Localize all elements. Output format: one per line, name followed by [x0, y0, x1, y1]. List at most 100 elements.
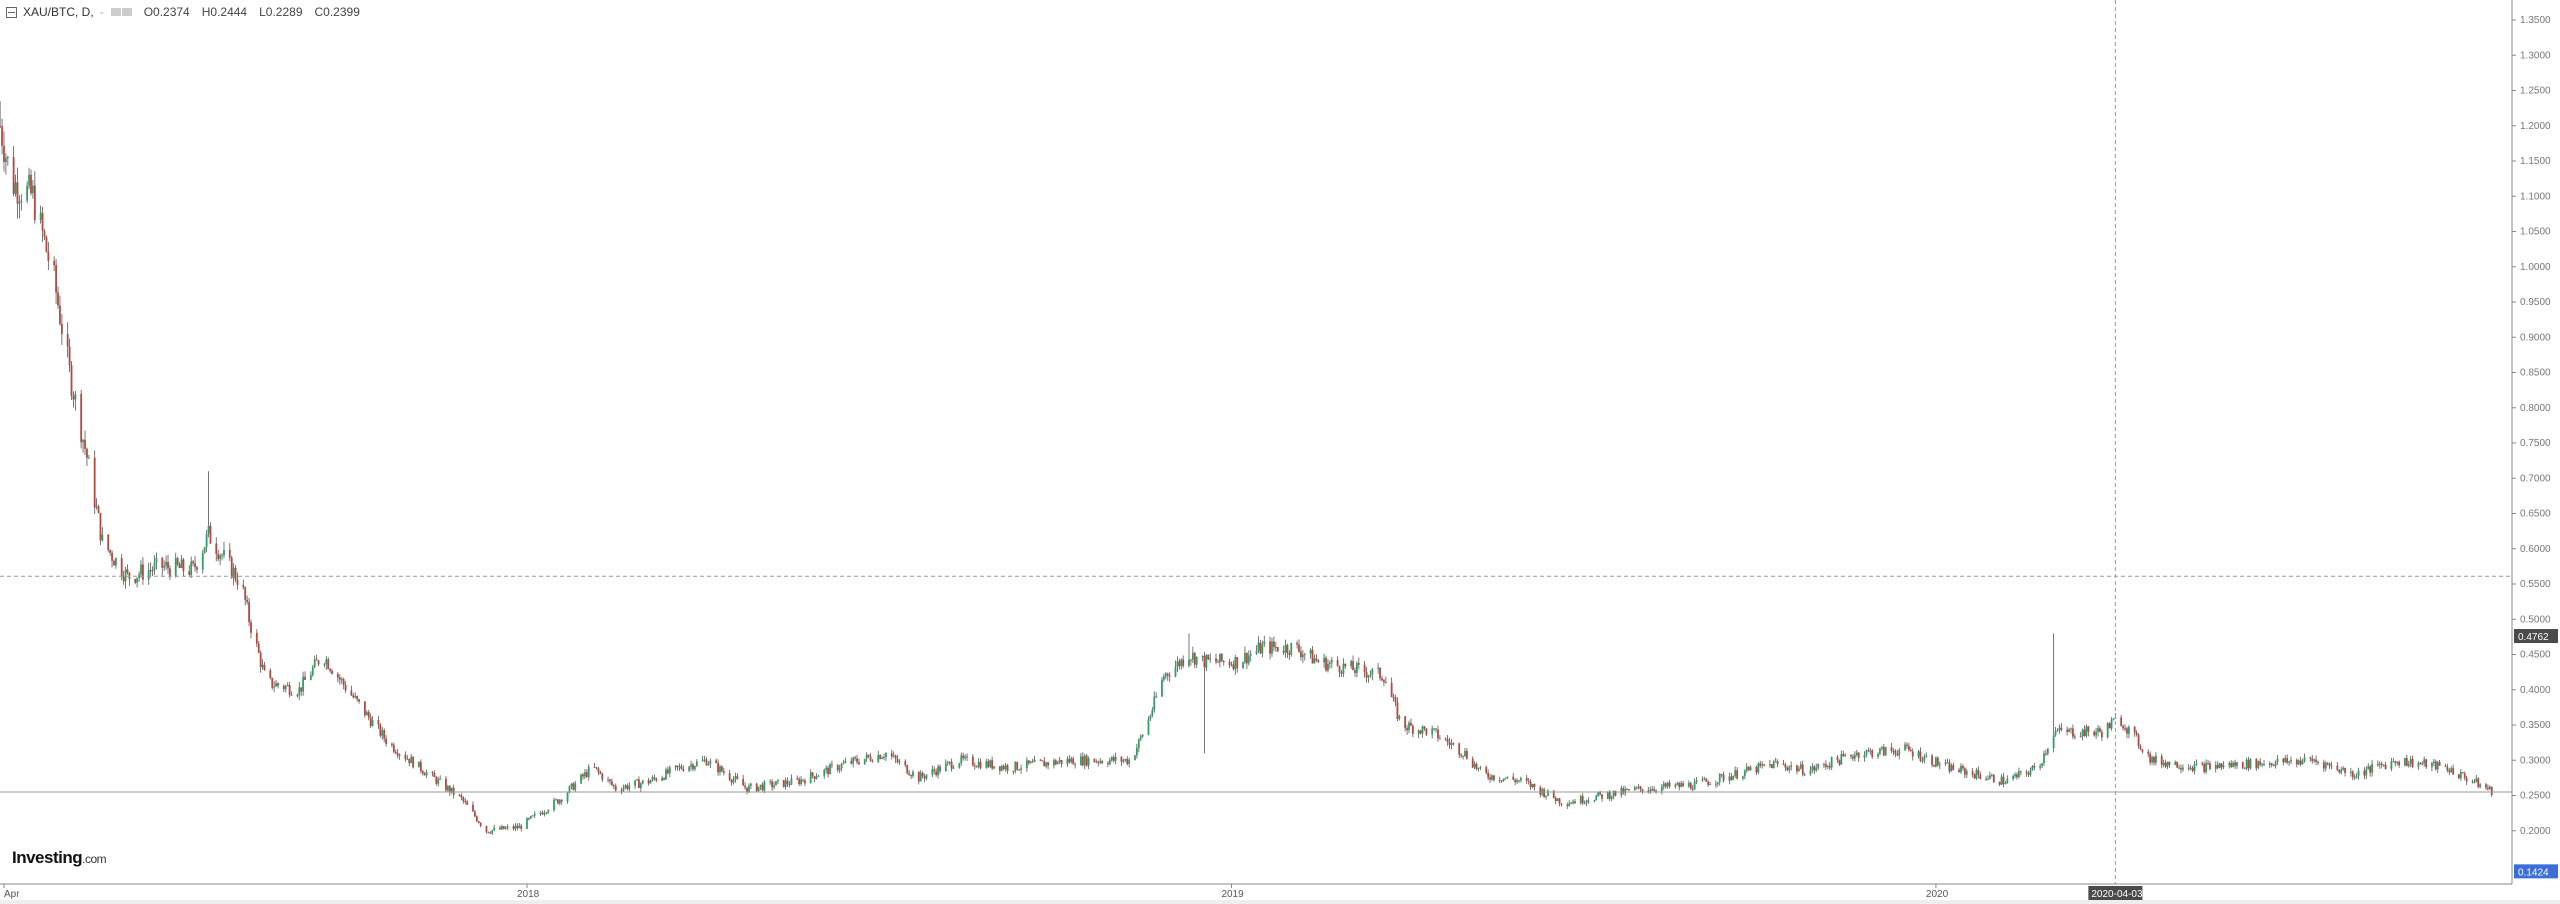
candle-body [1141, 734, 1144, 737]
candle-body [1255, 650, 1258, 655]
candle-body [2390, 761, 2393, 769]
candle-body [688, 766, 691, 771]
candle-body [865, 754, 868, 759]
collapse-icon[interactable] [6, 6, 17, 18]
candle-body [1801, 764, 1804, 775]
visibility-icon[interactable] [110, 5, 132, 19]
candle-body [107, 534, 110, 550]
candle-body [1309, 649, 1312, 654]
candle-body [2309, 757, 2312, 759]
candle-body [950, 761, 953, 769]
candle-body [1809, 770, 1812, 775]
candle-body [1394, 697, 1397, 703]
candle-body [95, 506, 98, 508]
candle-body [2268, 763, 2271, 765]
candle-body [487, 831, 490, 833]
candle-body [703, 759, 706, 761]
candle-body [452, 787, 455, 795]
candle-body [1828, 765, 1831, 768]
candle-body [1855, 752, 1858, 756]
candle-body [817, 775, 820, 777]
candle-body [2168, 761, 2171, 766]
candle-body [1466, 750, 1468, 759]
candle-body [493, 827, 496, 831]
candle-body [626, 785, 629, 790]
candle-body [850, 760, 853, 764]
candle-body [379, 724, 382, 736]
candle-body [1506, 776, 1509, 779]
candle-body [2108, 723, 2111, 729]
candle-body [1093, 758, 1096, 763]
candle-body [406, 758, 409, 760]
candle-body [1898, 750, 1901, 756]
candle-body [2128, 726, 2130, 734]
candle-body [1572, 801, 1574, 804]
candle-body [1568, 803, 1571, 806]
candle-body [1410, 722, 1412, 726]
price-tick-label: 0.8500 [2520, 368, 2551, 379]
price-tick-label: 1.2000 [2520, 121, 2551, 132]
candle-body [842, 762, 845, 764]
candle-body [1433, 728, 1435, 730]
time-axis[interactable]: Apr 2018 2019 2020 [0, 883, 2560, 904]
candle-body [773, 785, 775, 788]
candle-body [2216, 764, 2219, 769]
candle-body [1421, 726, 1424, 734]
candle-body [466, 801, 469, 805]
candle-body [1419, 730, 1422, 734]
price-tick-label: 0.3500 [2520, 720, 2551, 731]
candle-body [663, 777, 665, 780]
candle-body [757, 786, 760, 792]
candle-body [1018, 769, 1021, 771]
candle-body [655, 778, 658, 781]
candle-body [520, 825, 523, 829]
price-axis[interactable]: 1.3500 1.3000 1.2500 1.2000 1.1500 1.1000 1.05… [2511, 0, 2551, 884]
candle-body [2479, 784, 2482, 787]
candles [0, 101, 2493, 835]
candle-body [1354, 670, 1356, 673]
candle-body [138, 574, 140, 578]
candle-body [1971, 771, 1974, 775]
candle-body [298, 687, 301, 696]
candle-body [142, 564, 144, 580]
candle-body [1989, 775, 1991, 779]
candle-body [2303, 757, 2306, 762]
candle-body [1975, 769, 1978, 779]
candle-body [2436, 761, 2439, 770]
candle-body [122, 576, 125, 582]
candle-body [1137, 739, 1140, 748]
candle-body [2016, 774, 2018, 778]
candle-body [425, 772, 428, 776]
candle-body [674, 765, 677, 768]
symbol-label[interactable]: XAU/BTC, D, [23, 5, 94, 19]
price-tick-label: 0.5500 [2520, 579, 2551, 590]
candle-body [788, 784, 791, 786]
price-tick-label: 0.5000 [2520, 614, 2551, 625]
dropdown-icon[interactable]: - [99, 5, 104, 19]
candle-body [358, 699, 360, 702]
candle-body [392, 744, 395, 752]
candle-body [2344, 767, 2346, 773]
candle-body [2155, 756, 2157, 763]
price-badge-blue [2514, 864, 2558, 879]
candle-body [1998, 782, 2001, 785]
candle-body [1342, 663, 1345, 674]
candle-body [514, 825, 517, 829]
candle-body [134, 579, 137, 583]
candle-body [485, 825, 488, 832]
candle-body [2297, 760, 2300, 765]
candle-body [1431, 728, 1434, 735]
candle-body [2114, 717, 2117, 719]
candle-body [1027, 760, 1030, 764]
candle-body [1622, 788, 1625, 794]
candle-body [707, 764, 710, 766]
candle-body [192, 561, 195, 564]
candle-body [856, 758, 858, 763]
candle-body [1043, 760, 1046, 767]
candle-body [1655, 790, 1657, 792]
candle-body [1633, 787, 1636, 791]
candle-body [421, 771, 424, 774]
candle-body [1680, 783, 1683, 787]
